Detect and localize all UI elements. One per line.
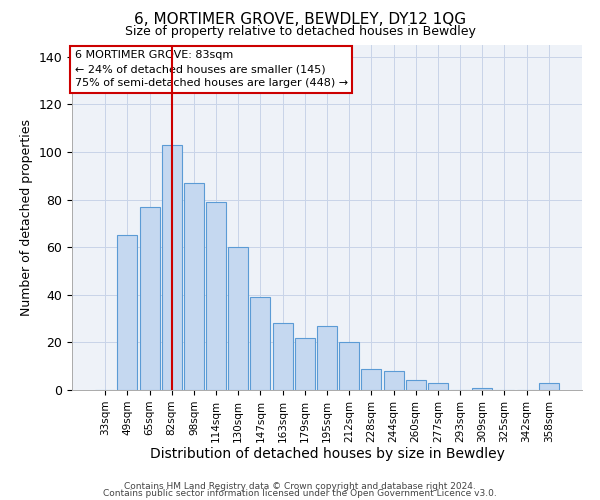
Bar bbox=[272, 324, 293, 390]
Bar bbox=[383, 371, 404, 390]
X-axis label: Distribution of detached houses by size in Bewdley: Distribution of detached houses by size … bbox=[149, 448, 505, 462]
Text: Contains HM Land Registry data © Crown copyright and database right 2024.: Contains HM Land Registry data © Crown c… bbox=[124, 482, 476, 491]
Bar bbox=[295, 338, 315, 390]
Bar bbox=[118, 236, 137, 390]
Bar bbox=[339, 342, 359, 390]
Bar bbox=[228, 247, 248, 390]
Bar bbox=[472, 388, 492, 390]
Bar bbox=[361, 368, 382, 390]
Bar bbox=[539, 383, 559, 390]
Text: 6 MORTIMER GROVE: 83sqm
← 24% of detached houses are smaller (145)
75% of semi-d: 6 MORTIMER GROVE: 83sqm ← 24% of detache… bbox=[74, 50, 347, 88]
Text: Contains public sector information licensed under the Open Government Licence v3: Contains public sector information licen… bbox=[103, 490, 497, 498]
Y-axis label: Number of detached properties: Number of detached properties bbox=[20, 119, 33, 316]
Bar bbox=[250, 297, 271, 390]
Bar bbox=[206, 202, 226, 390]
Text: 6, MORTIMER GROVE, BEWDLEY, DY12 1QG: 6, MORTIMER GROVE, BEWDLEY, DY12 1QG bbox=[134, 12, 466, 28]
Bar bbox=[140, 207, 160, 390]
Bar bbox=[162, 145, 182, 390]
Bar bbox=[317, 326, 337, 390]
Text: Size of property relative to detached houses in Bewdley: Size of property relative to detached ho… bbox=[125, 25, 475, 38]
Bar bbox=[184, 183, 204, 390]
Bar bbox=[428, 383, 448, 390]
Bar bbox=[406, 380, 426, 390]
